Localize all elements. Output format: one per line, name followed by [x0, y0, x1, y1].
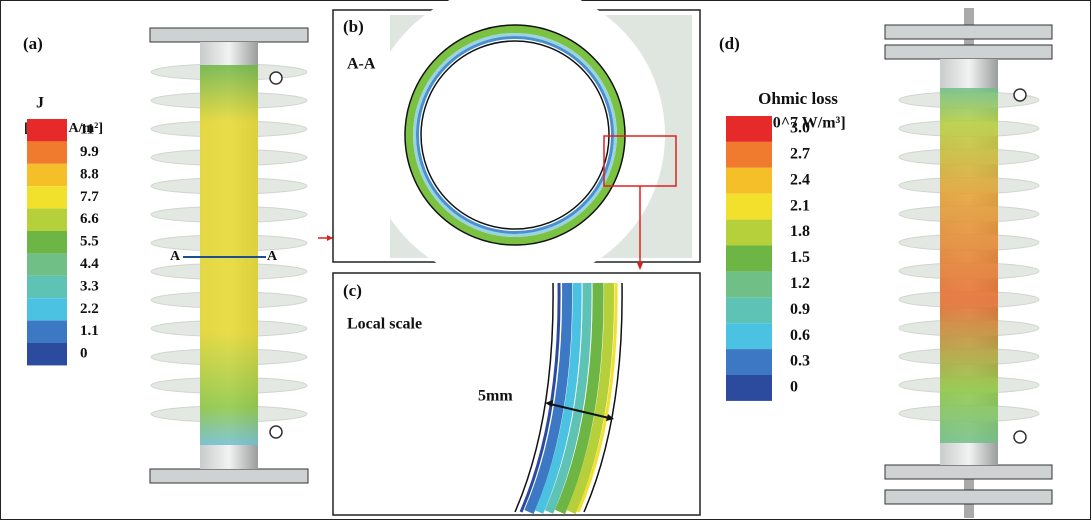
colorbar-cell [27, 209, 67, 231]
panel-label: (c) [343, 281, 362, 300]
field-map [200, 65, 258, 445]
colorbar-cell [27, 343, 67, 365]
colorbar-label: 2.1 [790, 197, 810, 214]
colorbar-label: 5.5 [80, 234, 99, 250]
colorbar-cell [726, 246, 772, 272]
section-label: A [170, 249, 181, 264]
colorbar-label: 3.3 [80, 278, 99, 294]
colorbar-label: 2.7 [790, 146, 810, 163]
colorbar-label: 1.5 [790, 249, 810, 266]
ring [1014, 431, 1026, 443]
dimension-label: 5mm [478, 388, 513, 405]
ring [270, 426, 282, 438]
flange [885, 465, 1052, 479]
section-label: A [267, 249, 278, 264]
insulator-d [885, 8, 1052, 518]
colorbar-cell [27, 321, 67, 343]
panel-label: (d) [719, 34, 740, 53]
panel-c [333, 273, 700, 515]
colorbar-label: 9.9 [80, 144, 99, 160]
figure: (a) J [×10^6 A/m²] A A (b) A-A (c) Local… [0, 0, 1091, 520]
colorbar-label: 0 [80, 346, 88, 362]
colorbar-cell [726, 116, 772, 142]
colorbar-label: 7.7 [80, 189, 99, 205]
colorbar-cell [27, 231, 67, 253]
colorbar-cell [27, 164, 67, 186]
colorbar-cell [726, 142, 772, 168]
colorbar-cell [726, 323, 772, 349]
colorbar-label: 1.1 [80, 323, 99, 339]
arrow-head [327, 235, 333, 241]
colorbar-cell [27, 119, 67, 141]
colorbar-label: 1.8 [790, 223, 810, 240]
colorbar-cell [27, 186, 67, 208]
flange [885, 490, 1052, 504]
flange [150, 469, 308, 483]
panel-label: (a) [23, 34, 43, 53]
colorbar-cell [726, 375, 772, 401]
legend-title: J [36, 95, 44, 112]
flange [885, 25, 1052, 39]
colorbar-cell [726, 194, 772, 220]
section-title: A-A [347, 56, 376, 73]
colorbar-cell [27, 298, 67, 320]
flange [150, 28, 308, 42]
flange [885, 45, 1052, 59]
colorbar-cell [27, 141, 67, 163]
colorbar-cell [726, 220, 772, 246]
colorbar-label: 11 [80, 122, 94, 138]
colorbar-cell [27, 253, 67, 275]
panel-label: (b) [343, 17, 364, 36]
loss-map [940, 88, 998, 443]
ring [270, 72, 282, 84]
ring [1014, 89, 1026, 101]
colorbar-label: 2.2 [80, 301, 99, 317]
colorbar-label: 0.6 [790, 327, 810, 344]
colorbar-cell [726, 349, 772, 375]
colorbar-cell [726, 297, 772, 323]
colorbar-label: 8.8 [80, 166, 99, 182]
caption: Local scale [347, 316, 422, 333]
legend-title: Ohmic loss [758, 89, 838, 108]
colorbar-cell [726, 168, 772, 194]
colorbar-label: 4.4 [80, 256, 99, 272]
colorbar-label: 0 [790, 379, 798, 396]
colorbar-label: 2.4 [790, 171, 810, 188]
colorbar-cell [27, 276, 67, 298]
colorbar-label: 6.6 [80, 211, 99, 227]
colorbar-cell [726, 271, 772, 297]
colorbar-label: 0.9 [790, 301, 810, 318]
arrow-head [637, 263, 643, 270]
colorbar-label: 0.3 [790, 353, 810, 370]
colorbar-label: 1.2 [790, 275, 810, 292]
colorbar-label: 3.0 [790, 120, 810, 137]
